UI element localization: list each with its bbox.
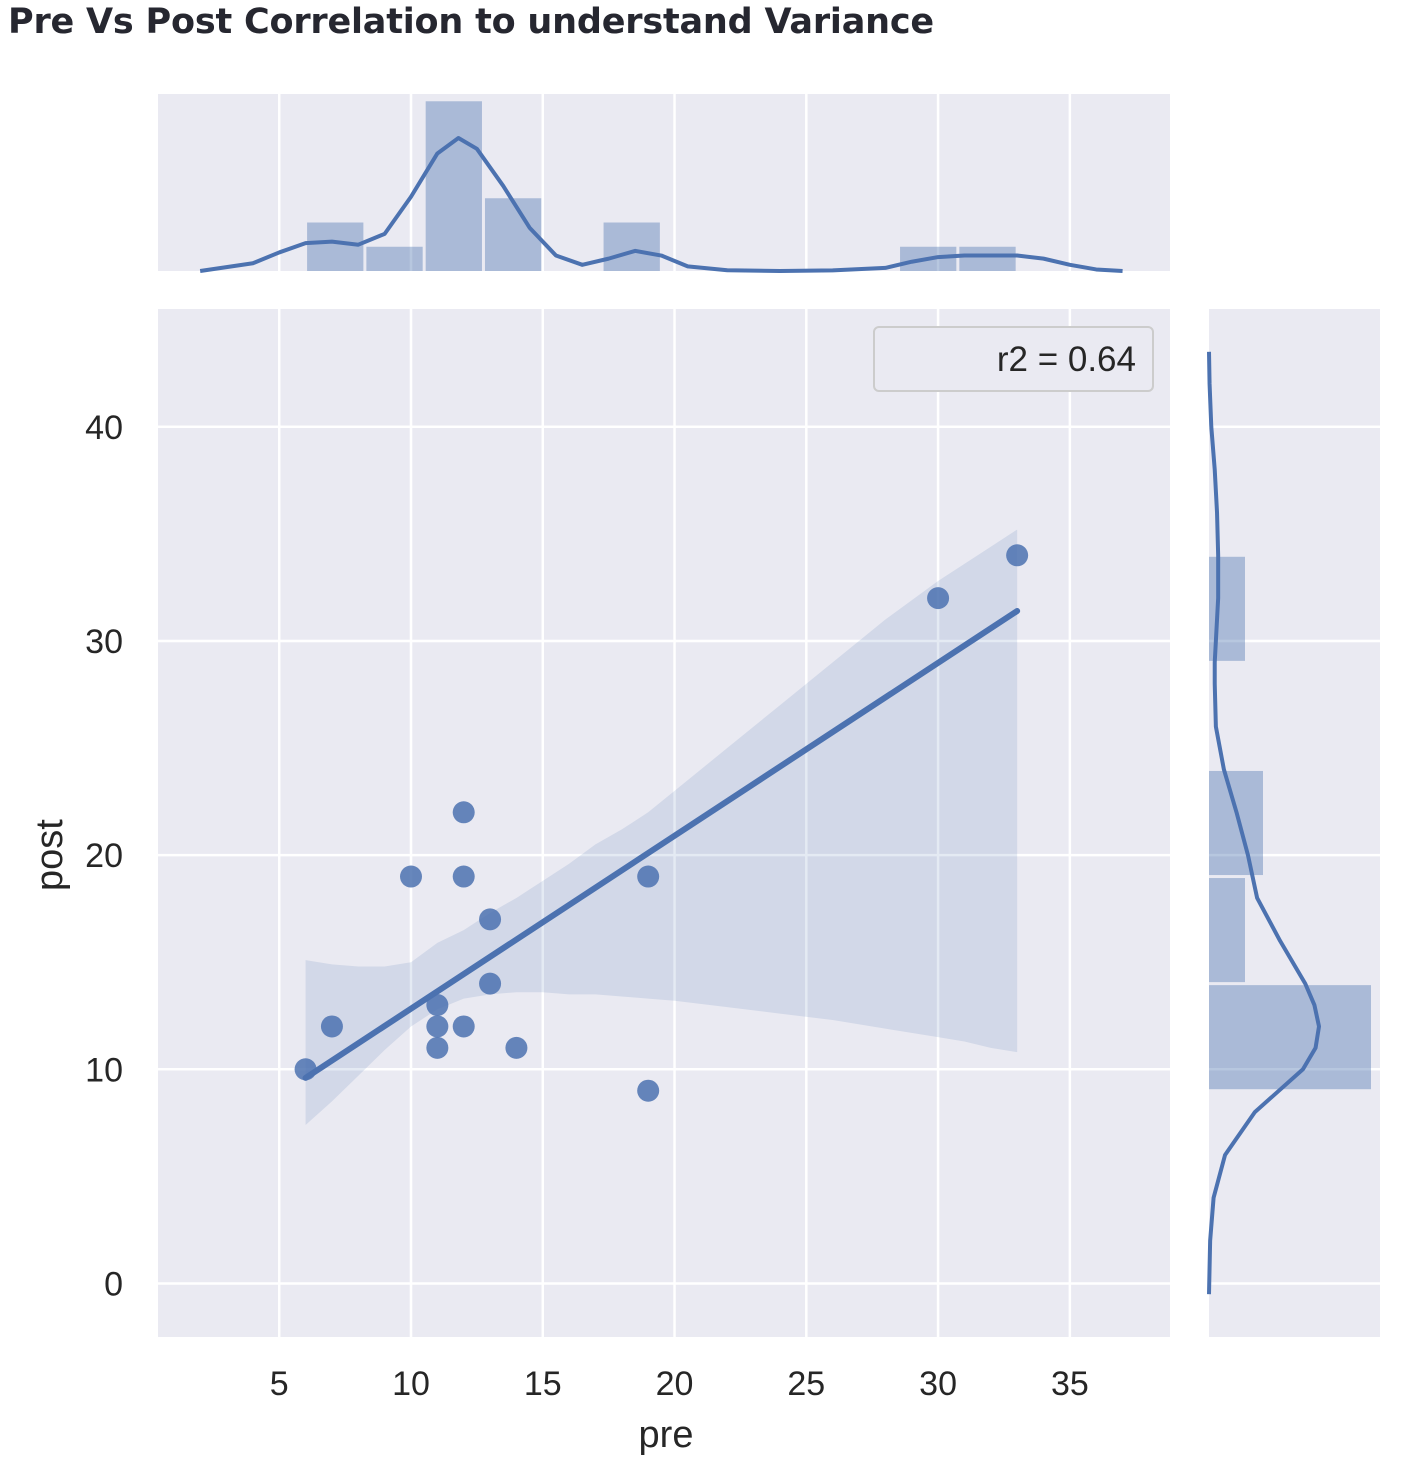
x-tick-label: 10 — [392, 1365, 430, 1403]
x-tick-label: 25 — [787, 1365, 825, 1403]
main-plot-background — [158, 309, 1170, 1337]
top-kde-curve — [199, 136, 1123, 273]
y-axis-label: post — [29, 819, 71, 891]
legend-text: r2 = 0.64 — [997, 340, 1136, 379]
scatter-point — [479, 972, 502, 995]
x-tick-label: 5 — [270, 1365, 289, 1403]
right-histogram-bar — [1209, 878, 1245, 983]
scatter-point — [426, 1015, 449, 1038]
top-histogram-bar — [425, 101, 482, 271]
top-histogram-bar — [366, 246, 423, 271]
scatter-point — [637, 865, 660, 888]
main-scatter-panel: 5 10 15 20 25 30 35 0 10 20 30 40 pre post r2 = 0.64 — [29, 309, 1170, 1456]
x-tick-label: 20 — [656, 1365, 694, 1403]
top-histogram-bar — [307, 222, 364, 271]
scatter-point — [637, 1079, 660, 1102]
scatter-point — [294, 1058, 317, 1081]
y-tick-label: 30 — [85, 623, 123, 661]
top-histogram-bar — [603, 222, 660, 271]
x-tick-label: 30 — [919, 1365, 957, 1403]
scatter-point — [927, 587, 950, 610]
scatter-point — [400, 865, 422, 888]
y-tick-label: 0 — [104, 1265, 123, 1303]
scatter-point — [320, 1015, 343, 1038]
right-histogram-bar — [1209, 770, 1263, 876]
scatter-point — [452, 865, 475, 888]
x-tick-label: 15 — [524, 1365, 562, 1403]
scatter-point — [1006, 544, 1029, 567]
scatter-point — [479, 908, 502, 931]
right-marginal-panel — [1207, 309, 1380, 1337]
x-tick-label: 35 — [1051, 1365, 1089, 1403]
y-tick-label: 40 — [85, 409, 123, 447]
page-title: Pre Vs Post Correlation to understand Va… — [8, 2, 934, 42]
top-histogram-bar — [959, 246, 1016, 271]
x-axis-label: pre — [639, 1414, 694, 1456]
scatter-point — [452, 1015, 475, 1038]
scatter-point — [426, 1036, 449, 1059]
scatter-point — [452, 801, 475, 824]
top-histogram-bar — [484, 198, 542, 271]
scatter-point — [426, 994, 449, 1017]
legend-box — [873, 326, 1154, 392]
regression-line — [302, 607, 1021, 1081]
right-histogram-bar — [1209, 985, 1371, 1090]
legend: r2 = 0.64 — [873, 326, 1154, 392]
right-kde-curve — [1207, 351, 1321, 1295]
y-tick-label: 20 — [85, 837, 123, 875]
scatter-point — [505, 1036, 528, 1059]
y-tick-label: 10 — [85, 1051, 123, 1089]
top-marginal-panel — [158, 94, 1170, 273]
